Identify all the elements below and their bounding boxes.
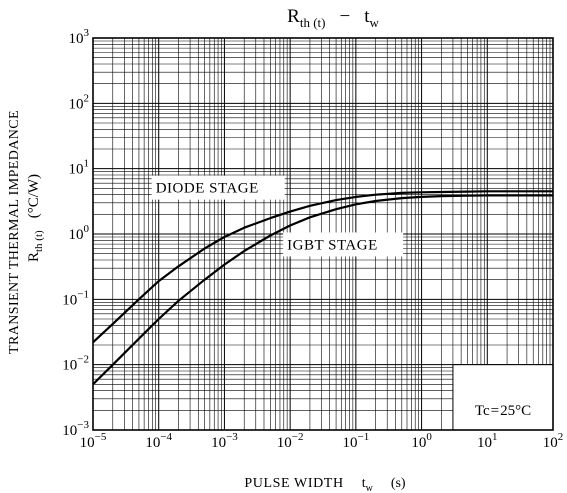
series-line-diode [92,190,553,344]
plot-frame [92,37,554,431]
y-tick-label: 102 [69,92,90,112]
x-tick-label: 10−3 [211,431,238,451]
y-tick-label: 10−3 [62,419,89,439]
x-tick-label: 101 [477,431,498,451]
y-tick-label: 100 [69,223,90,243]
x-tick-label: 10−1 [342,431,369,451]
x-tick-label: 10−2 [277,431,304,451]
x-tick-label: 10−4 [145,431,172,451]
tc-label: Tc=25°C [475,403,531,419]
tc-box [452,364,554,431]
chart-title: Rth (t) − tw [287,6,379,30]
y-axis-label-line2: Rth (t)(°C/W) [26,174,45,262]
y-tick-label: 103 [69,27,90,47]
annotation-background [151,175,285,200]
y-tick-label: 10−2 [62,354,89,374]
series-line-igbt [92,194,553,386]
y-tick-label: 10−1 [62,288,89,308]
series-label-diode: DIODE STAGE [156,181,259,197]
y-tick-label: 101 [69,158,90,178]
annotation-background [283,232,404,257]
x-tick-label: 102 [543,431,564,451]
x-tick-label: 10−5 [80,431,107,451]
series-label-igbt: IGBT STAGE [287,237,378,253]
x-tick-label: 100 [411,431,432,451]
x-axis-label: PULSE WIDTH tw (s) [244,476,406,493]
grid [92,38,553,431]
y-axis-label-line1: TRANSIENT THERMAL IMPEDANCE [7,110,22,354]
